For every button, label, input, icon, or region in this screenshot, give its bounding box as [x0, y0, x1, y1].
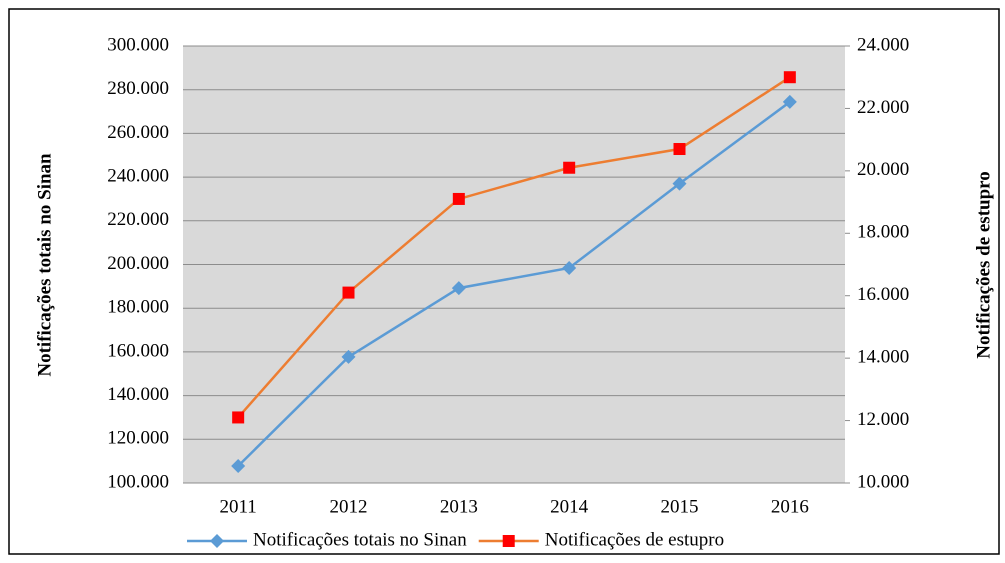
y-tick-label: 300.000	[107, 34, 169, 55]
y-tick-label: 180.000	[107, 297, 169, 318]
series-line	[237, 76, 791, 419]
point	[672, 176, 687, 191]
point	[210, 534, 224, 548]
y-axis-title: Notificações totais no Sinan	[34, 153, 55, 377]
y-tick-label: 240.000	[107, 165, 169, 186]
y2-tick-label: 10.000	[857, 471, 909, 492]
point	[783, 71, 796, 84]
y2-tick-label: 20.000	[857, 159, 909, 180]
y-tick-label: 260.000	[107, 122, 169, 143]
point	[232, 411, 245, 424]
y-tick-label: 220.000	[107, 209, 169, 230]
point	[342, 286, 355, 299]
x-tick-label: 2016	[771, 496, 809, 517]
y-tick-label: 280.000	[107, 78, 169, 99]
x-tick-label: 2014	[550, 496, 589, 517]
series-line	[237, 100, 791, 467]
point	[451, 281, 466, 296]
point	[231, 458, 246, 473]
y2-axis-title: Notificações de estupro	[973, 171, 994, 359]
y-tick-label: 200.000	[107, 253, 169, 274]
y2-tick-label: 16.000	[857, 284, 909, 305]
x-tick-label: 2011	[220, 496, 257, 517]
y-tick-label: 140.000	[107, 384, 169, 405]
y2-tick-label: 18.000	[857, 222, 909, 243]
legend-label: Notificações totais no Sinan	[253, 529, 467, 550]
x-tick-label: 2015	[661, 496, 699, 517]
x-tick-label: 2012	[330, 496, 368, 517]
point	[563, 161, 576, 174]
y2-tick-label: 12.000	[857, 409, 909, 430]
y2-tick-label: 14.000	[857, 347, 909, 368]
point	[452, 192, 465, 205]
point	[673, 143, 686, 156]
y-tick-label: 160.000	[107, 340, 169, 361]
point	[341, 349, 356, 364]
point	[502, 535, 515, 547]
x-tick-label: 2013	[440, 496, 478, 517]
y-tick-label: 120.000	[107, 428, 169, 449]
y2-tick-label: 24.000	[857, 34, 909, 55]
legend-label: Notificações de estupro	[545, 529, 724, 550]
point	[562, 260, 577, 275]
y-tick-label: 100.000	[107, 471, 169, 492]
point	[782, 94, 797, 109]
y2-tick-label: 22.000	[857, 97, 909, 118]
